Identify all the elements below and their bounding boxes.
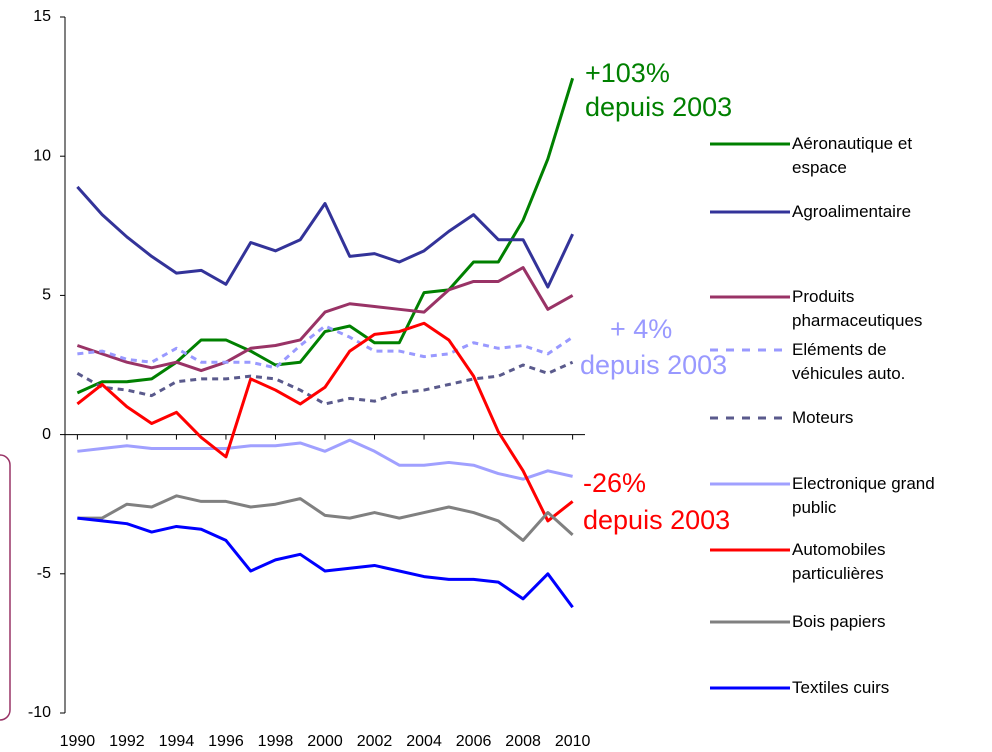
series-line <box>76 321 574 523</box>
series-line <box>77 438 573 481</box>
legend-label: Automobiles particulières <box>792 540 886 583</box>
annotation: depuis 2003 <box>583 505 731 535</box>
legend-label: Textiles cuirs <box>792 678 890 697</box>
annotation: -26% <box>583 468 647 498</box>
legend-label: Aéronautique et espace <box>792 134 913 177</box>
annotation: depuis 2003 <box>585 92 733 122</box>
legend-label: Agroalimentaire <box>792 202 912 221</box>
x-tick-label: 1998 <box>258 733 294 750</box>
annotation: depuis 2003 <box>580 350 728 380</box>
legend-label: Eléments de véhicules auto. <box>792 340 906 383</box>
x-tick-label: 1994 <box>159 733 195 750</box>
annotation: + 4% <box>610 314 673 344</box>
side-frame <box>0 454 11 721</box>
legend-label: Produits pharmaceutiques <box>792 287 923 330</box>
legend-label: Bois papiers <box>792 612 886 631</box>
x-tick-label: 1992 <box>109 733 145 750</box>
y-tick-label: 5 <box>42 287 51 304</box>
y-tick-label: 15 <box>33 8 51 25</box>
legend-label: Moteurs <box>792 408 854 427</box>
series-line <box>76 266 574 373</box>
x-tick-label: 1990 <box>60 733 96 750</box>
x-tick-label: 2008 <box>505 733 541 750</box>
y-tick-label: -10 <box>28 704 51 721</box>
series-line <box>76 77 575 395</box>
x-tick-label: 2000 <box>307 733 343 750</box>
y-tick-label: 0 <box>42 426 51 443</box>
series-line <box>77 516 574 609</box>
series-line <box>76 185 574 289</box>
x-tick-label: 2002 <box>357 733 393 750</box>
series-line <box>76 360 574 406</box>
series-line <box>77 494 574 542</box>
x-tick-label: 2010 <box>555 733 591 750</box>
legend-label: Electronique grand public <box>792 474 935 517</box>
y-tick-label: 10 <box>33 147 51 164</box>
x-tick-label: 2004 <box>406 733 442 750</box>
x-tick-label: 2006 <box>456 733 492 750</box>
x-tick-label: 1996 <box>208 733 244 750</box>
annotation: +103% <box>585 58 670 88</box>
y-tick-label: -5 <box>37 565 51 582</box>
